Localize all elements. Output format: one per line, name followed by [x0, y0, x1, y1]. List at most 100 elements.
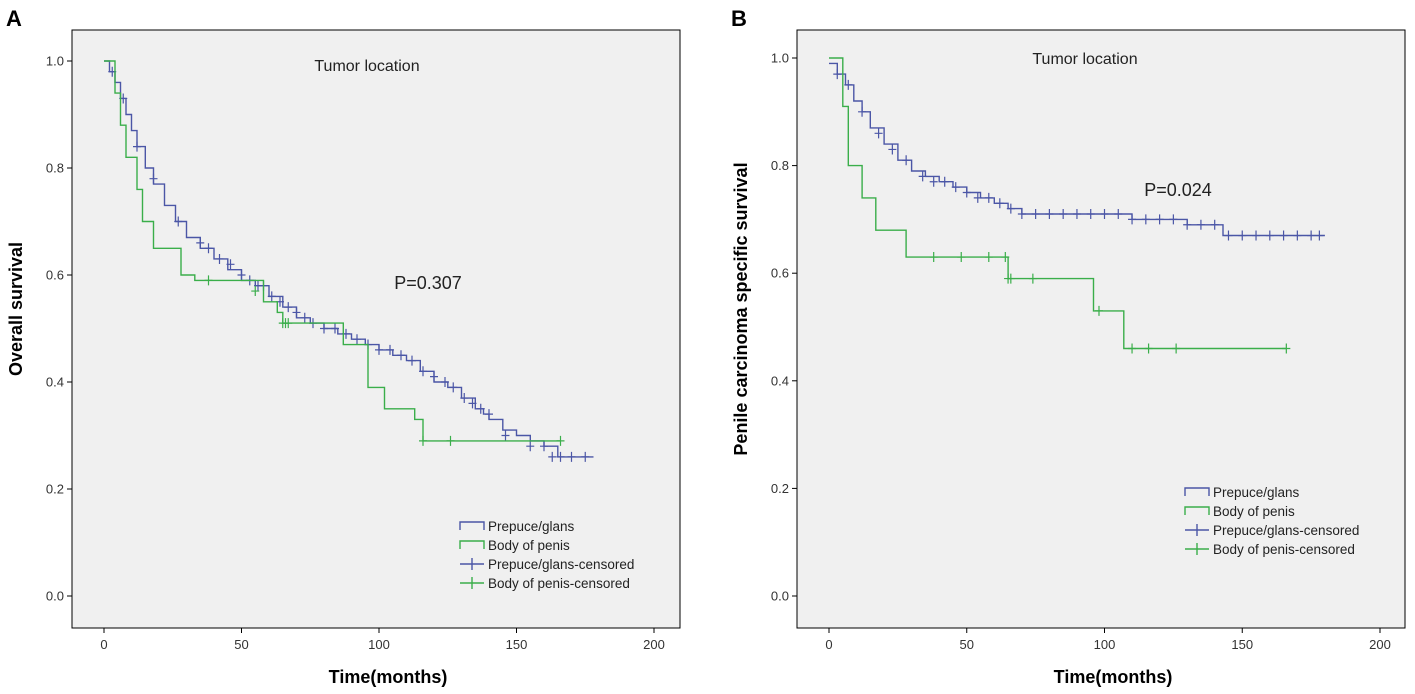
chart-a-legend-censor-symbol [460, 558, 484, 570]
chart-a-series-0-censor-mark [485, 409, 493, 420]
chart-b-series-1-censor-mark [1006, 273, 1015, 284]
chart-b-legend-censor-symbol [1185, 543, 1209, 555]
chart-a-y-axis-title: Overall survival [6, 242, 26, 376]
chart-b-series-0-censor-mark [833, 69, 842, 80]
chart-a-series-0-censor-mark [237, 270, 246, 280]
chart-b-series-0-censor-mark [1100, 209, 1109, 220]
chart-a-legend-label: Body of penis [488, 538, 570, 553]
chart-b-y-tick-label: 1.0 [771, 51, 789, 66]
chart-b-series-0-censor-mark [1114, 209, 1123, 220]
chart-b-x-tick-label: 0 [825, 637, 832, 652]
chart-b-x-tick-label: 150 [1231, 637, 1253, 652]
chart-a-y-tick-label: 0.4 [46, 375, 64, 390]
chart-b-series-1-censor-mark [1001, 252, 1010, 263]
chart-b-series-0-censor-mark [1307, 230, 1316, 241]
chart-b-x-axis-title: Time(months) [1054, 667, 1173, 687]
chart-b-legend-line-symbol [1184, 506, 1210, 515]
chart-a-series-0-censor-mark [331, 323, 339, 334]
chart-b-series-0-censor-mark [1128, 214, 1137, 225]
chart-b-series-1-censor-mark [957, 252, 966, 263]
chart-a-series-0-censor-mark [408, 355, 416, 366]
chart-a-series-0-censor-mark [149, 173, 158, 184]
chart-b-panel-letter: B [731, 6, 747, 31]
chart-a-x-tick-label: 100 [368, 637, 390, 652]
chart-a-legend-label: Body of penis-censored [488, 576, 630, 591]
chart-b-plot-area [796, 29, 1406, 629]
chart-b-series-0-censor-mark [1072, 209, 1081, 220]
chart-a-legend-label: Prepuce/glans-censored [488, 557, 634, 572]
chart-b-series-0-censor-mark [902, 155, 911, 166]
chart-a-y-tick-label: 0.8 [46, 161, 64, 176]
chart-a-series-0-censor-mark [548, 451, 557, 462]
chart-a-series-0-censor-mark [540, 441, 548, 452]
chart-b-legend-line-symbol [1184, 487, 1210, 496]
chart-b-series-0-censor-mark [1279, 230, 1288, 241]
chart-b-series-0-censor-mark [1006, 203, 1015, 214]
chart-a-plot-area [71, 29, 681, 629]
chart-a-series-0-censor-mark [292, 307, 301, 318]
chart-b-p-value: P=0.024 [1144, 180, 1212, 200]
chart-a-x-tick-label: 50 [234, 637, 248, 652]
chart-a-series-0-censor-mark [460, 393, 469, 404]
chart-b-legend-censor-symbol [1185, 524, 1209, 536]
chart-b-series-0-censor-mark [1238, 230, 1247, 241]
chart-a-legend-label: Prepuce/glans [488, 519, 575, 534]
chart-b-series-0-censor-mark [1252, 230, 1261, 241]
chart-a-x-tick-label: 150 [506, 637, 528, 652]
chart-a-legend-line-symbol [459, 521, 485, 530]
chart-b-series-0-censor-mark [984, 192, 993, 203]
chart-b-series-1-censor-mark [1028, 273, 1037, 284]
chart-a: A Tumor location 0.0 0.2 0.4 0.6 0.8 1.0 0 50 100 1… [6, 6, 681, 687]
chart-b-series-0-censor-mark [1224, 230, 1233, 241]
chart-a-x-tick-label: 0 [100, 637, 107, 652]
chart-a-series-0-censor-mark [133, 141, 141, 152]
chart-b-series-0-censor-mark [962, 187, 971, 198]
chart-b-y-tick-label: 0.0 [771, 589, 789, 604]
chart-a-series-0-censor-mark [397, 350, 405, 361]
chart-b-series-0-censor-mark [1086, 209, 1095, 220]
chart-a-series-0-censor-mark [526, 441, 535, 452]
chart-b: B Tumor location 0.0 0.2 0.4 0.6 0.8 1.0 0 50 100 1… [731, 6, 1406, 687]
chart-b-series-0-censor-mark [858, 106, 867, 117]
chart-a-series-0-censor-mark [441, 377, 449, 387]
chart-b-series-0-censor-mark [888, 144, 897, 155]
chart-a-series-0-censor-mark [204, 243, 213, 254]
chart-a-series-0-censor-mark [501, 430, 510, 441]
chart-b-legend-label: Prepuce/glans-censored [1213, 523, 1359, 538]
chart-b-series-0-censor-mark [1169, 214, 1178, 225]
chart-a-series-0-censor-mark [375, 344, 383, 355]
chart-b-series-1-censor-mark [1282, 343, 1291, 354]
chart-a-series-0-censor-mark [419, 366, 427, 377]
chart-b-series-0-censor-mark [1045, 209, 1054, 220]
chart-a-series-0-censor-mark [300, 312, 309, 323]
chart-b-x-tick-label: 50 [960, 637, 974, 652]
chart-b-series-1-censor-mark [929, 252, 938, 263]
chart-a-series-1-censor-mark [556, 435, 565, 446]
chart-a-x-axis-title: Time(months) [329, 667, 448, 687]
chart-a-series-1-censor-mark [204, 275, 213, 286]
chart-a-series-1-censor-mark [284, 318, 293, 329]
chart-a-series-0-censor-mark [581, 451, 590, 462]
chart-a-x-tick-label: 200 [643, 637, 665, 652]
chart-a-panel-letter: A [6, 6, 22, 31]
chart-b-legend-label: Body of penis-censored [1213, 542, 1355, 557]
chart-b-series-0-censor-mark [1155, 214, 1164, 225]
chart-b-series-0-censor-mark [1059, 209, 1068, 220]
chart-b-series-1-censor-mark [1128, 343, 1137, 354]
chart-a-title: Tumor location [314, 58, 419, 75]
chart-a-series-0-censor-mark [320, 323, 328, 334]
chart-b-series-0-censor-mark [1141, 214, 1150, 225]
chart-b-title: Tumor location [1032, 51, 1137, 68]
chart-a-series-0-censor-mark [386, 344, 394, 355]
chart-b-series-0-censor-mark [1315, 230, 1324, 241]
chart-a-legend-line-symbol [459, 540, 485, 549]
chart-b-series-0-censor-mark [918, 171, 927, 182]
chart-a-series-0-censor-mark [476, 403, 485, 414]
chart-a-series-0-censor-mark [353, 334, 361, 345]
chart-b-legend-label: Body of penis [1213, 504, 1295, 519]
chart-a-series-0-censor-mark [196, 237, 205, 248]
chart-b-series-0-censor-mark [1183, 219, 1192, 230]
chart-a-y-tick-label: 1.0 [46, 54, 64, 69]
chart-a-series-0-censor-mark [449, 382, 458, 393]
chart-b-legend-label: Prepuce/glans [1213, 485, 1300, 500]
